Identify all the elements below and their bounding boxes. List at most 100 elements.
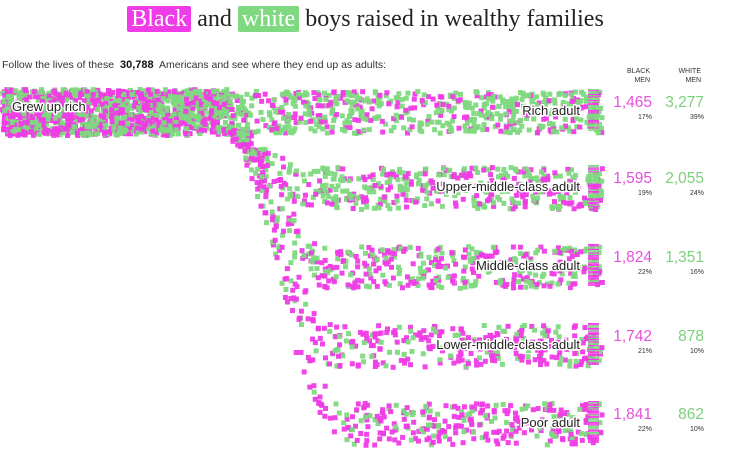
dot-4	[519, 328, 525, 333]
dot-source	[162, 117, 168, 122]
dot-3	[436, 274, 442, 280]
dot-4	[567, 358, 573, 364]
end-tick	[588, 360, 599, 362]
dot-3	[449, 250, 455, 256]
dot-1	[467, 128, 472, 134]
dot-2	[333, 194, 339, 200]
dot-1	[506, 107, 512, 113]
dot-2	[395, 177, 401, 183]
dot-3	[549, 280, 555, 286]
dot-2	[491, 203, 497, 209]
dot-5	[489, 418, 494, 424]
end-tick	[588, 121, 599, 123]
dot-3	[567, 245, 573, 251]
dot-1	[229, 107, 235, 112]
dot-5	[364, 438, 370, 444]
dot-source	[92, 114, 98, 120]
dot-source	[75, 130, 80, 136]
dot-2	[460, 196, 466, 202]
end-tick	[588, 195, 599, 197]
dot-source	[97, 122, 103, 128]
dot-4	[274, 218, 280, 224]
dot-source	[26, 110, 32, 116]
dot-5	[442, 418, 448, 424]
end-tick	[588, 244, 599, 246]
dot-5	[539, 417, 545, 423]
dot-source	[167, 118, 172, 124]
dot-2	[326, 194, 332, 200]
dot-4	[353, 343, 359, 349]
dot-source	[60, 130, 66, 136]
dot-1	[576, 99, 582, 105]
dot-1	[410, 117, 416, 123]
dot-3	[558, 277, 564, 283]
dot-3	[389, 264, 394, 270]
dot-source	[102, 108, 108, 114]
dot-3	[440, 264, 446, 269]
dot-2	[340, 166, 346, 172]
dot-2	[423, 166, 429, 172]
dot-2	[551, 185, 557, 191]
dot-2	[552, 170, 558, 176]
dot-source	[183, 131, 189, 137]
dot-5	[459, 412, 465, 418]
dot-1	[567, 128, 573, 134]
dot-source	[132, 100, 138, 106]
dot-2	[512, 166, 518, 172]
dot-source	[10, 131, 16, 137]
dot-2	[471, 195, 477, 200]
dot-3	[575, 264, 581, 269]
dot-3	[480, 252, 485, 258]
dot-3	[570, 281, 576, 287]
subtitle-suffix: Americans and see where they end up as a…	[158, 59, 387, 71]
dot-1	[528, 109, 534, 115]
dot-2	[489, 192, 495, 198]
dot-4	[468, 351, 474, 356]
dot-1	[543, 115, 549, 121]
dot-2	[264, 155, 270, 161]
dot-1	[419, 97, 425, 103]
dot-5	[377, 430, 383, 436]
dot-2	[387, 179, 393, 185]
dot-3	[379, 247, 385, 253]
dot-5	[436, 438, 442, 444]
dot-source	[183, 108, 189, 114]
dot-2	[372, 183, 378, 188]
dot-4	[276, 244, 282, 250]
dot-2	[558, 196, 563, 202]
dot-5	[375, 421, 381, 427]
dot-2	[555, 189, 561, 194]
dot-1	[244, 122, 250, 127]
dot-5	[579, 437, 585, 443]
dot-source	[160, 112, 166, 117]
dot-4	[572, 323, 578, 329]
black-pct-4: 21%	[637, 348, 652, 355]
dot-4	[517, 342, 523, 347]
dot-source	[7, 133, 13, 138]
dot-1	[322, 114, 328, 120]
end-tick	[588, 346, 599, 348]
dot-2	[248, 133, 254, 139]
dot-source	[51, 132, 57, 138]
dot-3	[255, 166, 261, 172]
dot-source	[216, 129, 222, 135]
dot-5	[424, 426, 430, 432]
dot-4	[474, 358, 479, 364]
dot-3	[413, 279, 419, 284]
dot-4	[398, 357, 404, 363]
dot-3	[468, 283, 474, 289]
dot-3	[280, 232, 286, 238]
dot-source	[65, 102, 71, 108]
dot-3	[498, 278, 504, 284]
dot-3	[490, 244, 496, 250]
dot-source	[109, 100, 114, 106]
dot-source	[121, 111, 127, 116]
dot-source	[53, 119, 59, 125]
dot-2	[533, 189, 539, 195]
dot-4	[446, 343, 452, 349]
end-tick	[588, 92, 599, 94]
dot-4	[579, 337, 585, 342]
dot-3	[435, 264, 441, 270]
dot-source	[66, 130, 72, 136]
dot-1	[394, 104, 400, 110]
